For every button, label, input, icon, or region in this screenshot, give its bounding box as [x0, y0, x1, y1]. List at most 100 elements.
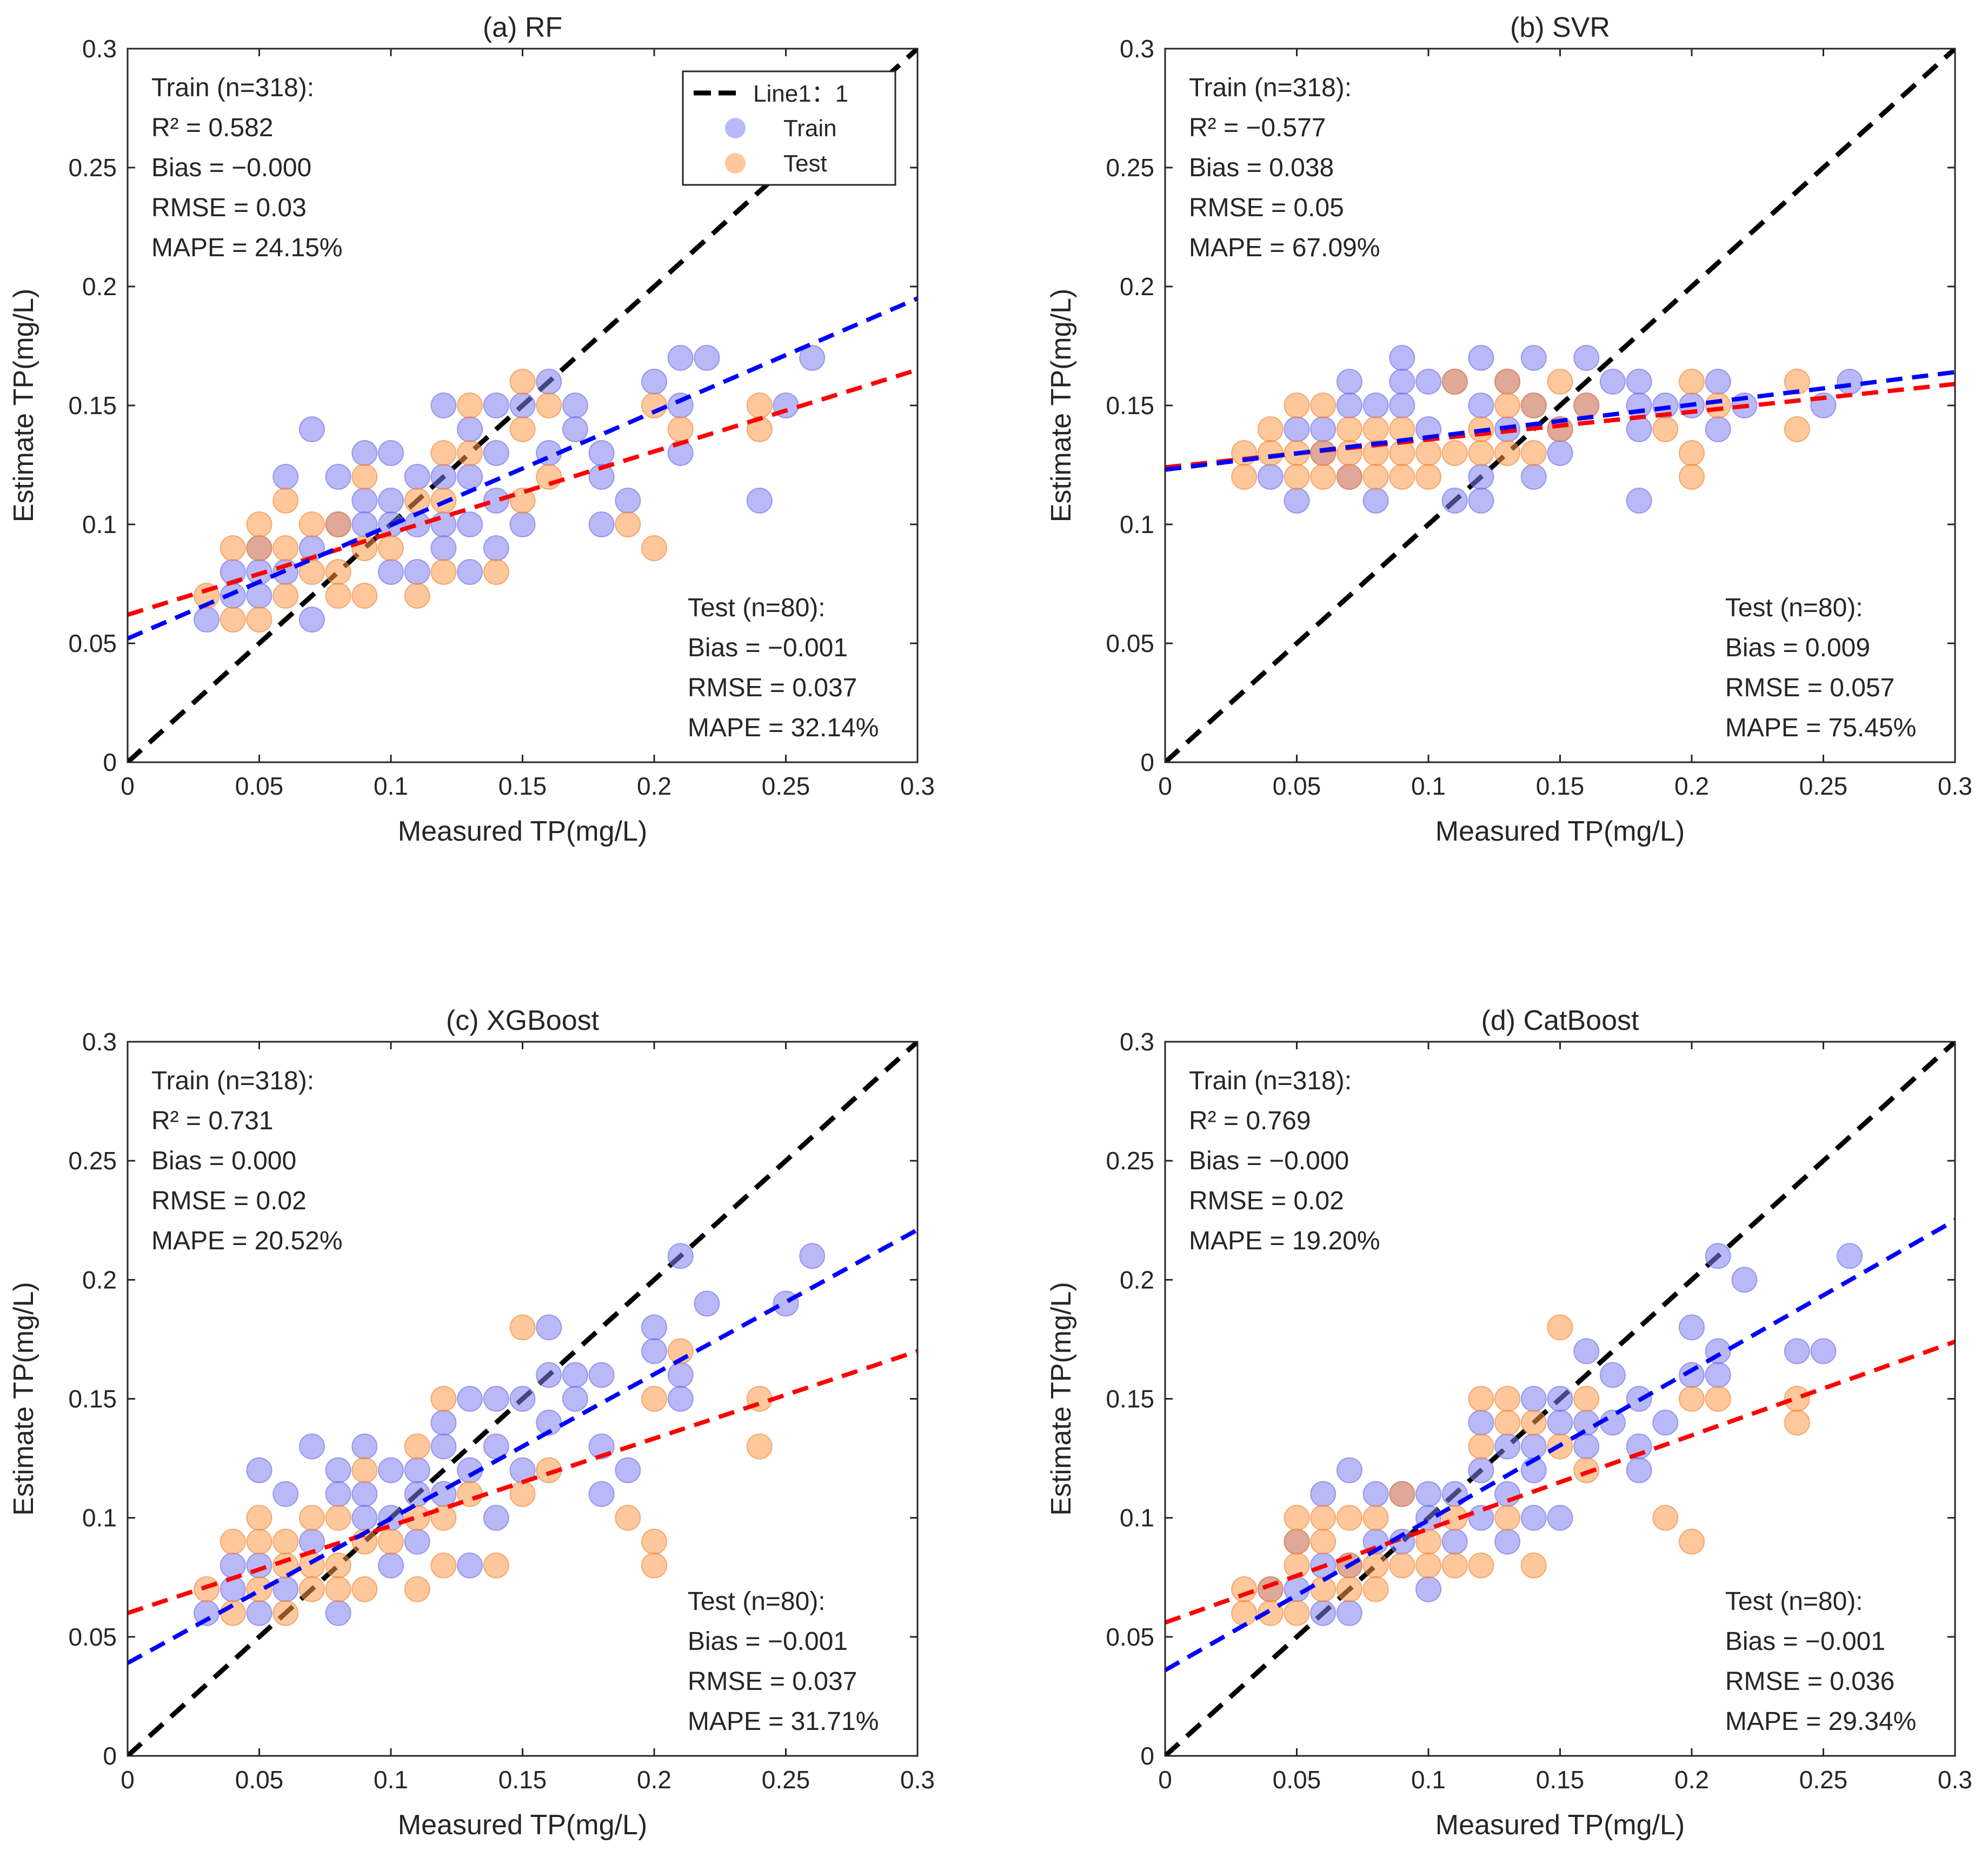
train-point: [1837, 1243, 1863, 1269]
train-stat-line: Train (n=318):: [151, 74, 314, 102]
test-point: [1679, 464, 1705, 490]
test-point: [1784, 369, 1810, 395]
train-point: [351, 1433, 378, 1460]
train-point: [1705, 1362, 1731, 1388]
test-point: [1389, 1481, 1415, 1507]
test-point: [641, 535, 667, 561]
test-point: [220, 607, 246, 633]
test-stat-line: RMSE = 0.057: [1725, 674, 1895, 702]
train-stat-line: Bias = 0.038: [1189, 154, 1334, 182]
train-point: [799, 1243, 826, 1269]
train-point: [298, 607, 325, 633]
identity-line: [1165, 49, 1955, 762]
train-point: [509, 392, 536, 418]
y-tick-label: 0.2: [82, 1266, 117, 1294]
x-tick-label: 0.15: [1536, 772, 1585, 800]
train-stat-line: RMSE = 0.02: [1189, 1187, 1344, 1215]
y-tick-label: 0: [103, 1742, 117, 1770]
train-point: [351, 1504, 378, 1531]
train-point: [1310, 1481, 1337, 1507]
test-fit-line: [128, 1349, 917, 1615]
train-stat-line: R² = 0.731: [151, 1107, 273, 1135]
train-point: [1547, 440, 1573, 466]
train-point: [1468, 1457, 1494, 1483]
train-point: [1520, 345, 1547, 371]
train-point: [1547, 1386, 1573, 1412]
test-point: [1494, 1409, 1521, 1436]
train-stat-line: RMSE = 0.05: [1189, 194, 1344, 222]
train-point: [351, 1481, 378, 1507]
train-point: [483, 1504, 509, 1531]
train-point: [1494, 1481, 1521, 1507]
test-point: [1415, 1552, 1441, 1579]
train-point: [325, 1457, 351, 1483]
test-point: [1336, 416, 1362, 442]
test-point: [1310, 440, 1337, 466]
train-point: [1547, 1504, 1573, 1531]
test-point: [1468, 1433, 1494, 1460]
y-tick-label: 0.05: [68, 629, 117, 657]
test-point: [667, 416, 694, 442]
legend-train-swatch: [725, 118, 746, 138]
test-point: [615, 1504, 641, 1531]
train-point: [457, 416, 483, 442]
train-point: [298, 1433, 325, 1460]
test-point: [1468, 440, 1494, 466]
test-point: [1362, 416, 1389, 442]
x-tick-label: 0.3: [900, 772, 935, 800]
train-point: [1468, 464, 1494, 490]
train-stat-line: Train (n=318):: [1189, 74, 1352, 102]
test-point: [404, 1433, 430, 1460]
train-point: [1468, 345, 1494, 371]
y-tick-label: 0.05: [68, 1623, 117, 1651]
test-point: [1389, 464, 1415, 490]
test-point: [1415, 464, 1441, 490]
train-point: [799, 345, 826, 371]
test-point: [1679, 1528, 1705, 1555]
y-tick-label: 0.1: [1120, 510, 1154, 538]
train-point: [1336, 369, 1362, 395]
test-point: [246, 1528, 272, 1555]
train-point: [404, 1457, 430, 1483]
test-point: [272, 535, 299, 561]
x-tick-label: 0: [1158, 772, 1172, 800]
train-point: [1705, 416, 1731, 442]
train-point: [1520, 1504, 1547, 1531]
train-stat-line: Bias = 0.000: [151, 1147, 296, 1175]
train-point: [325, 1600, 351, 1626]
y-tick-label: 0.25: [68, 154, 117, 182]
test-point: [404, 583, 430, 609]
test-stat-line: RMSE = 0.037: [688, 674, 857, 702]
test-stat-line: Test (n=80):: [688, 1587, 826, 1616]
test-point: [1284, 392, 1310, 418]
train-point: [378, 559, 404, 585]
test-point: [1573, 1457, 1600, 1483]
test-point: [1494, 1504, 1521, 1531]
train-point: [588, 464, 615, 490]
train-point: [1573, 1433, 1600, 1460]
train-point: [1362, 1481, 1389, 1507]
train-point: [641, 1314, 667, 1341]
train-point: [378, 1552, 404, 1579]
train-point: [351, 440, 378, 466]
train-point: [1626, 416, 1652, 442]
test-fit-line: [1165, 1340, 1955, 1625]
train-stat-line: Train (n=318):: [1189, 1067, 1352, 1095]
test-point: [272, 1600, 299, 1626]
x-tick-label: 0.05: [1273, 772, 1321, 800]
test-point: [483, 559, 509, 585]
test-stat-line: MAPE = 32.14%: [688, 714, 879, 742]
train-point: [483, 535, 509, 561]
train-point: [1468, 488, 1494, 514]
x-tick-label: 0.1: [374, 1766, 408, 1794]
test-stat-line: Test (n=80):: [1725, 1587, 1863, 1616]
train-point: [378, 1457, 404, 1483]
train-point: [1626, 488, 1652, 514]
train-stat-line: Train (n=318):: [151, 1067, 314, 1095]
train-point: [1415, 1576, 1441, 1602]
test-point: [430, 559, 457, 585]
x-tick-label: 0.05: [235, 1766, 284, 1794]
test-point: [1284, 1504, 1310, 1531]
data-layer: [1165, 1042, 1955, 1756]
test-point: [325, 511, 351, 537]
